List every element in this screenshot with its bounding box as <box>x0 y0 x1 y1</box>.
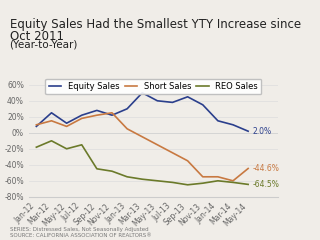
Equity Sales <box>80 114 84 117</box>
Text: Oct 2011: Oct 2011 <box>10 30 64 43</box>
Text: SERIES: Distressed Sales, Not Seasonally Adjusted
SOURCE: CALIFORNIA ASSOCIATION: SERIES: Distressed Sales, Not Seasonally… <box>10 227 151 238</box>
REO Sales <box>35 146 38 149</box>
Text: Equity Sales Had the Smallest YTY Increase since: Equity Sales Had the Smallest YTY Increa… <box>10 18 301 31</box>
Equity Sales <box>246 130 250 133</box>
Line: Short Sales: Short Sales <box>36 113 248 181</box>
REO Sales <box>50 139 53 142</box>
REO Sales <box>125 175 129 178</box>
Short Sales <box>201 175 205 178</box>
Short Sales <box>125 127 129 130</box>
Line: Equity Sales: Equity Sales <box>36 93 248 131</box>
Equity Sales <box>140 91 144 94</box>
REO Sales <box>171 181 174 184</box>
REO Sales <box>110 170 114 173</box>
Equity Sales <box>186 95 189 98</box>
Equity Sales <box>231 123 235 126</box>
Short Sales <box>65 125 68 128</box>
Short Sales <box>80 117 84 120</box>
Short Sales <box>35 123 38 126</box>
REO Sales <box>95 167 99 170</box>
Short Sales <box>186 159 189 162</box>
Short Sales <box>110 111 114 114</box>
REO Sales <box>201 182 205 185</box>
REO Sales <box>80 143 84 146</box>
REO Sales <box>231 181 235 184</box>
Text: 2.0%: 2.0% <box>253 127 272 136</box>
Equity Sales <box>125 107 129 110</box>
REO Sales <box>186 183 189 186</box>
Short Sales <box>140 135 144 138</box>
Equity Sales <box>65 122 68 125</box>
Short Sales <box>171 151 174 154</box>
Short Sales <box>216 175 220 178</box>
REO Sales <box>216 179 220 182</box>
Equity Sales <box>35 125 38 128</box>
Text: (Year-to-Year): (Year-to-Year) <box>10 40 78 50</box>
REO Sales <box>156 179 159 182</box>
Line: REO Sales: REO Sales <box>36 141 248 185</box>
REO Sales <box>140 178 144 181</box>
Equity Sales <box>216 119 220 122</box>
Equity Sales <box>50 111 53 114</box>
Equity Sales <box>156 99 159 102</box>
Short Sales <box>246 167 250 170</box>
Short Sales <box>95 114 99 117</box>
Short Sales <box>231 179 235 182</box>
Short Sales <box>50 119 53 122</box>
Text: -64.5%: -64.5% <box>253 180 280 189</box>
Legend: Equity Sales, Short Sales, REO Sales: Equity Sales, Short Sales, REO Sales <box>45 78 261 94</box>
Equity Sales <box>171 101 174 104</box>
REO Sales <box>65 147 68 150</box>
REO Sales <box>246 183 250 186</box>
Equity Sales <box>201 103 205 106</box>
Short Sales <box>156 143 159 146</box>
Equity Sales <box>95 109 99 112</box>
Text: -44.6%: -44.6% <box>253 164 280 173</box>
Equity Sales <box>110 114 114 117</box>
